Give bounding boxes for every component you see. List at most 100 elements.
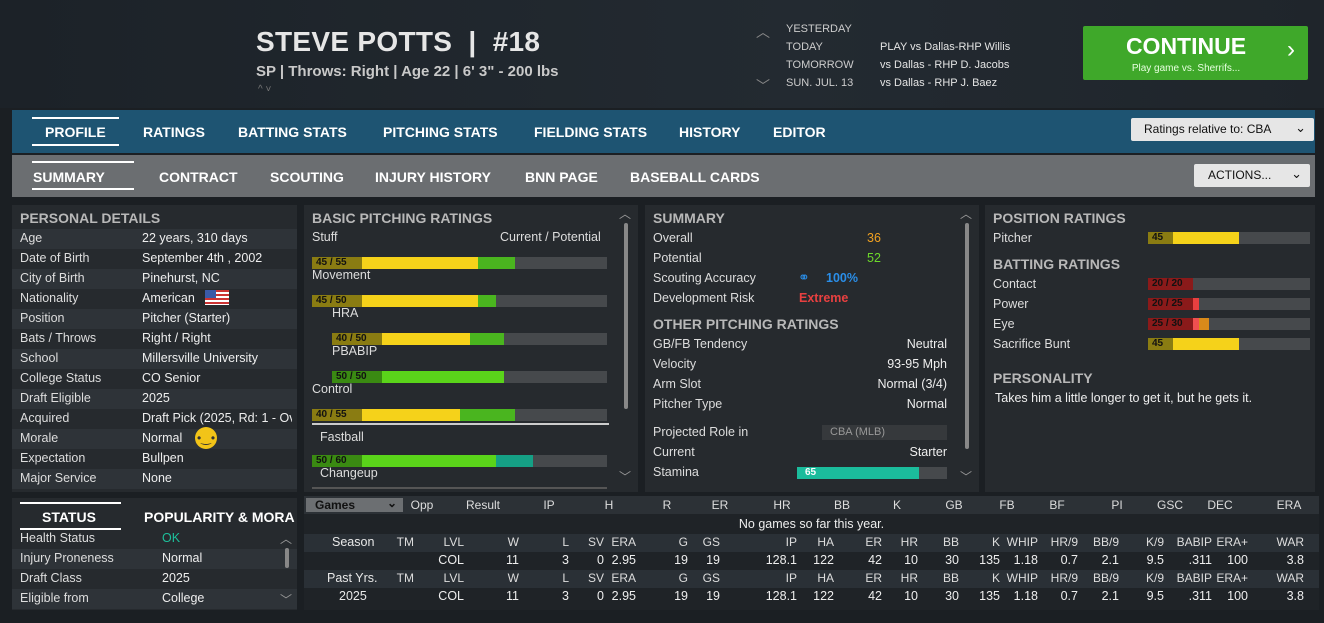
column-header: Opp xyxy=(410,498,434,512)
status-label: Eligible from xyxy=(20,591,89,605)
section-title: BATTING RATINGS xyxy=(993,256,1121,272)
development-risk-label: Development Risk xyxy=(653,291,755,305)
column-header: W xyxy=(507,535,519,549)
status-panel: STATUS POPULARITY & MORA Health Status OK… xyxy=(12,498,297,610)
detail-value: Bullpen xyxy=(142,451,184,465)
tab-injury-history[interactable]: INJURY HISTORY xyxy=(375,169,491,185)
schedule-up-icon[interactable]: ︿ xyxy=(756,24,770,40)
column-header: SV xyxy=(587,571,604,585)
player-nav-arrows[interactable]: ^ ˅ xyxy=(258,84,272,95)
schedule-down-icon[interactable]: ﹀ xyxy=(756,78,770,94)
tab-profile[interactable]: PROFILE xyxy=(45,124,106,140)
table-cell: 30 xyxy=(945,589,959,603)
current-role-value: Starter xyxy=(909,445,947,459)
column-header: DEC xyxy=(1207,498,1233,512)
detail-value: Pitcher (Starter) xyxy=(142,311,231,325)
table-cell: 0.7 xyxy=(1060,589,1078,603)
table-header-row xyxy=(304,534,1319,552)
batting-label: Contact xyxy=(993,277,1037,291)
column-header: LVL xyxy=(443,535,464,549)
detail-label: Position xyxy=(20,311,65,325)
tab-contract[interactable]: CONTRACT xyxy=(159,169,238,185)
schedule-game[interactable]: vs Dallas - RHP J. Baez xyxy=(880,77,998,89)
chevron-down-icon: ⌄ xyxy=(1291,166,1302,181)
column-header: L xyxy=(562,571,569,585)
column-header: BABIP xyxy=(1176,535,1212,549)
rating-value: 45 / 50 xyxy=(312,295,362,307)
tab-ratings[interactable]: RATINGS xyxy=(143,124,205,140)
status-scrollbar[interactable] xyxy=(285,548,289,568)
actions-button[interactable]: ACTIONS... ⌄ xyxy=(1194,164,1310,187)
column-header: Result xyxy=(465,498,500,512)
schedule-game[interactable]: PLAY vs Dallas-RHP Willis xyxy=(880,41,1011,53)
tab-editor[interactable]: EDITOR xyxy=(773,124,826,140)
continue-button[interactable]: CONTINUE Play game vs. Sherrifs... › xyxy=(1083,26,1308,80)
batting-label: Power xyxy=(993,297,1029,311)
column-header: L xyxy=(562,535,569,549)
player-info: SP | Throws: Right | Age 22 | 6' 3" - 20… xyxy=(256,63,559,80)
main-tab-bar: PROFILE RATINGS BATTING STATS PITCHING S… xyxy=(12,110,1315,153)
table-cell: 1.18 xyxy=(1013,589,1038,603)
column-header: TM xyxy=(396,571,414,585)
table-cell: 3 xyxy=(562,553,569,567)
status-value: 2025 xyxy=(162,571,190,585)
table-cell: 19 xyxy=(706,553,720,567)
batting-bar: 20 / 25 xyxy=(1148,298,1310,310)
tab-status[interactable]: STATUS xyxy=(42,509,96,525)
position-label: Pitcher xyxy=(993,231,1032,245)
pitching-scrollbar[interactable] xyxy=(624,223,628,409)
status-label: Draft Class xyxy=(20,571,82,585)
detail-label: Major Service xyxy=(20,471,97,485)
column-header: HR/9 xyxy=(1050,535,1078,549)
rating-label: PBABIP xyxy=(332,344,378,358)
scroll-down-icon[interactable]: ﹀ xyxy=(619,470,632,484)
tab-history[interactable]: HISTORY xyxy=(679,124,741,140)
column-header: FB xyxy=(999,498,1015,512)
column-header: HA xyxy=(817,571,834,585)
ratings-relative-select[interactable]: Ratings relative to: CBA ⌄ xyxy=(1131,118,1314,141)
column-header: ERA xyxy=(611,571,636,585)
scroll-up-icon[interactable]: ︿ xyxy=(280,532,293,546)
schedule-game[interactable]: vs Dallas - RHP D. Jacobs xyxy=(880,59,1010,71)
scroll-down-icon[interactable]: ﹀ xyxy=(280,593,293,607)
game-log-panel: Games ⌄ Opp Result IP H R ER HR BB K GB FB BF PI GSC DE… xyxy=(304,496,1319,610)
table-cell: 135 xyxy=(979,589,1000,603)
position-panel: POSITION RATINGS Pitcher 45 BATTING RATIN… xyxy=(985,205,1315,492)
rating-value: 40 / 50 xyxy=(332,333,382,345)
section-title: PERSONALITY xyxy=(993,370,1093,386)
schedule-label: TODAY xyxy=(786,41,823,53)
table-header-row xyxy=(304,570,1319,588)
games-select[interactable]: Games ⌄ xyxy=(306,496,403,512)
ratings-relative-label: Ratings relative to: CBA xyxy=(1144,122,1272,136)
rating-value: 45 / 55 xyxy=(312,257,362,269)
column-header: GS xyxy=(702,571,720,585)
detail-value: Normal xyxy=(142,431,183,445)
tab-batting-stats[interactable]: BATTING STATS xyxy=(238,124,347,140)
scroll-up-icon[interactable]: ︿ xyxy=(619,207,632,221)
detail-value: Draft Pick (2025, Rd: 1 - Ov xyxy=(142,411,292,425)
batting-bar: 45 xyxy=(1148,338,1310,350)
column-header: WAR xyxy=(1276,571,1304,585)
tab-fielding-stats[interactable]: FIELDING STATS xyxy=(534,124,648,140)
scroll-up-icon[interactable]: ︿ xyxy=(960,207,973,221)
rating-value: 40 / 55 xyxy=(312,409,362,421)
projected-role-select[interactable]: CBA (MLB) xyxy=(822,425,947,440)
tab-popularity-morale[interactable]: POPULARITY & MORA xyxy=(144,509,295,525)
rating-bar: 45 / 50 xyxy=(312,295,607,307)
tab-bnn-page[interactable]: BNN PAGE xyxy=(525,169,598,185)
scroll-down-icon[interactable]: ﹀ xyxy=(960,470,973,484)
summary-scrollbar[interactable] xyxy=(965,223,969,449)
detail-value: Pinehurst, NC xyxy=(142,271,220,285)
tab-scouting[interactable]: SCOUTING xyxy=(270,169,344,185)
column-header: K/9 xyxy=(1145,535,1164,549)
column-header: ER xyxy=(711,498,729,512)
tab-summary[interactable]: SUMMARY xyxy=(33,169,105,185)
column-header: K xyxy=(991,571,1000,585)
projected-role-label: Projected Role in xyxy=(653,425,749,439)
other-rating-value: 93-95 Mph xyxy=(887,357,947,371)
table-cell: 1.18 xyxy=(1013,553,1038,567)
column-header: BB/9 xyxy=(1092,535,1119,549)
tab-baseball-cards[interactable]: BASEBALL CARDS xyxy=(630,169,760,185)
potential-label: Potential xyxy=(653,251,702,265)
tab-pitching-stats[interactable]: PITCHING STATS xyxy=(383,124,498,140)
